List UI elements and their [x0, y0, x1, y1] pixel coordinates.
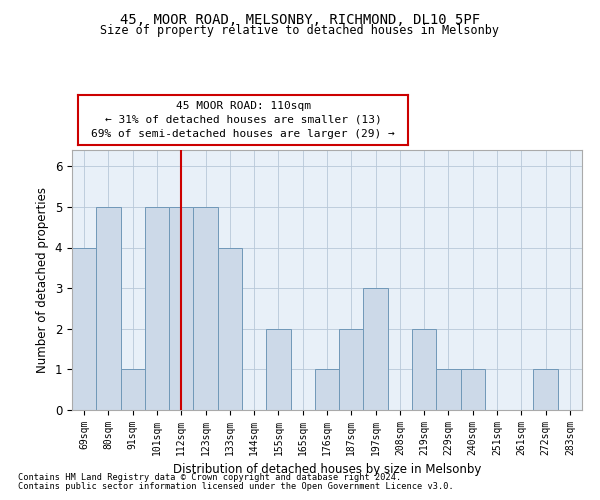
- Text: 45, MOOR ROAD, MELSONBY, RICHMOND, DL10 5PF: 45, MOOR ROAD, MELSONBY, RICHMOND, DL10 …: [120, 12, 480, 26]
- Bar: [169, 207, 193, 410]
- Bar: [412, 329, 436, 410]
- Text: Contains HM Land Registry data © Crown copyright and database right 2024.: Contains HM Land Registry data © Crown c…: [18, 474, 401, 482]
- Text: Size of property relative to detached houses in Melsonby: Size of property relative to detached ho…: [101, 24, 499, 37]
- Bar: [315, 370, 339, 410]
- Bar: [145, 207, 169, 410]
- Bar: [533, 370, 558, 410]
- Bar: [436, 370, 461, 410]
- X-axis label: Distribution of detached houses by size in Melsonby: Distribution of detached houses by size …: [173, 464, 481, 476]
- Bar: [218, 248, 242, 410]
- Text: 45 MOOR ROAD: 110sqm
← 31% of detached houses are smaller (13)
69% of semi-detac: 45 MOOR ROAD: 110sqm ← 31% of detached h…: [91, 101, 395, 139]
- Bar: [339, 329, 364, 410]
- Bar: [364, 288, 388, 410]
- Bar: [193, 207, 218, 410]
- Bar: [461, 370, 485, 410]
- Bar: [96, 207, 121, 410]
- Y-axis label: Number of detached properties: Number of detached properties: [36, 187, 49, 373]
- Bar: [72, 248, 96, 410]
- Bar: [266, 329, 290, 410]
- Bar: [121, 370, 145, 410]
- Text: Contains public sector information licensed under the Open Government Licence v3: Contains public sector information licen…: [18, 482, 454, 491]
